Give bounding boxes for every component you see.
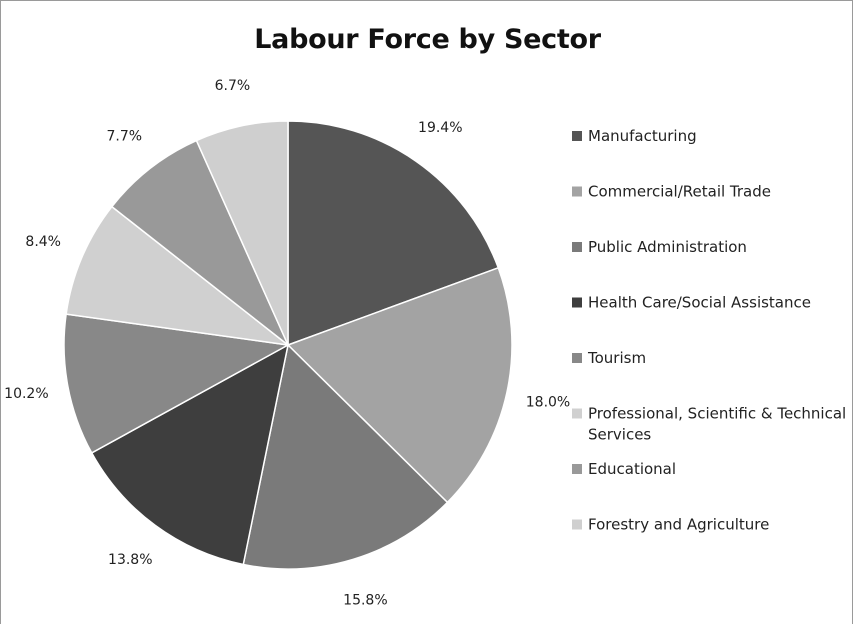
- slice-label-3: 15.8%: [343, 593, 387, 609]
- slice-label-1: 19.4%: [418, 120, 462, 136]
- pie-slice-1: [287, 120, 500, 347]
- pie-slices: [63, 120, 513, 570]
- legend-label-3: Public Administration: [588, 238, 747, 256]
- legend: Manufacturing Commercial/Retail Trade Publ…: [572, 127, 846, 534]
- legend-swatch-7: [572, 464, 582, 474]
- slice-label-5: 10.2%: [4, 386, 48, 402]
- slice-label-7: 7.7%: [107, 128, 143, 144]
- pie-slice-4: [90, 343, 290, 566]
- pie-slice-3: [242, 343, 449, 570]
- slice-label-6: 8.4%: [25, 234, 61, 250]
- legend-swatch-8: [572, 519, 582, 530]
- pie-slice-6: [65, 205, 291, 347]
- slice-label-2: 18.0%: [526, 394, 570, 410]
- legend-swatch-3: [572, 242, 582, 252]
- legend-swatch-1: [572, 131, 582, 141]
- legend-label-2: Commercial/Retail Trade: [588, 183, 771, 201]
- legend-label-6: Professional, Scientific & Technical Serv…: [588, 405, 846, 444]
- pie-slice-2: [286, 266, 513, 504]
- legend-swatch-4: [572, 297, 582, 308]
- slice-label-8: 6.7%: [215, 78, 251, 94]
- legend-label-7: Educational: [588, 460, 676, 478]
- legend-label-4: Health Care/Social Assistance: [588, 294, 811, 312]
- pie-slice-8: [195, 120, 289, 346]
- chart-title: Labour Force by Sector: [254, 24, 601, 55]
- pie-slice-7: [110, 139, 289, 346]
- legend-label-1: Manufacturing: [588, 127, 697, 145]
- percentage-labels: 19.4% 18.0% 15.8% 13.8% 10.2% 8.4% 7.7% 6.7%: [4, 78, 570, 609]
- slice-label-4: 13.8%: [108, 552, 152, 568]
- legend-label-8: Forestry and Agriculture: [588, 516, 769, 534]
- legend-swatch-5: [572, 353, 582, 363]
- legend-swatch-2: [572, 186, 582, 197]
- pie-slice-5: [63, 313, 291, 454]
- legend-label-5: Tourism: [587, 349, 646, 367]
- legend-swatch-6: [572, 408, 582, 419]
